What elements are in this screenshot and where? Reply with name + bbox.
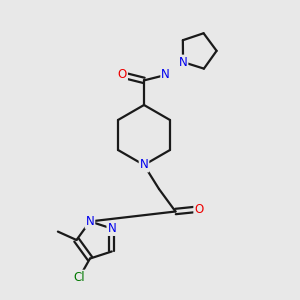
- Text: N: N: [140, 158, 148, 172]
- Text: O: O: [118, 68, 127, 82]
- Text: N: N: [179, 56, 188, 69]
- Text: O: O: [194, 202, 203, 216]
- Text: Cl: Cl: [74, 271, 85, 284]
- Text: N: N: [107, 222, 116, 235]
- Text: N: N: [85, 215, 94, 228]
- Text: N: N: [161, 68, 170, 82]
